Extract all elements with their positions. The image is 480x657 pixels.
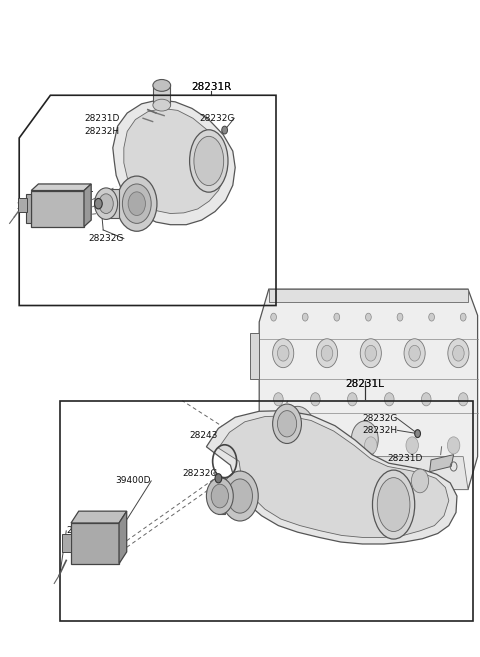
Circle shape (122, 184, 151, 223)
Circle shape (421, 393, 431, 406)
Circle shape (448, 339, 469, 368)
Circle shape (397, 313, 403, 321)
Text: 28232H: 28232H (84, 127, 119, 136)
Circle shape (411, 469, 429, 493)
Circle shape (302, 313, 308, 321)
Text: 39400D: 39400D (115, 476, 151, 486)
Circle shape (321, 346, 333, 361)
Circle shape (273, 404, 301, 443)
Circle shape (277, 346, 289, 361)
Circle shape (460, 313, 466, 321)
Text: 28231L: 28231L (346, 379, 384, 390)
Circle shape (128, 192, 145, 215)
Polygon shape (71, 511, 127, 523)
Polygon shape (218, 416, 449, 537)
Circle shape (274, 393, 283, 406)
Circle shape (323, 437, 336, 454)
Circle shape (282, 437, 294, 454)
Polygon shape (106, 189, 119, 218)
Circle shape (348, 393, 357, 406)
Circle shape (117, 176, 157, 231)
Polygon shape (206, 411, 457, 544)
Polygon shape (259, 289, 478, 489)
Circle shape (447, 437, 460, 454)
Text: 28231R: 28231R (191, 81, 231, 92)
Text: 39400D: 39400D (55, 186, 91, 195)
Circle shape (281, 406, 314, 452)
Circle shape (415, 430, 420, 438)
Polygon shape (62, 534, 71, 552)
Circle shape (206, 478, 233, 514)
Circle shape (311, 393, 320, 406)
Polygon shape (31, 191, 84, 227)
Polygon shape (31, 184, 91, 191)
Text: 28231D: 28231D (388, 454, 423, 463)
Text: 28232G: 28232G (362, 414, 398, 423)
Ellipse shape (153, 99, 171, 111)
Polygon shape (250, 333, 259, 379)
Circle shape (287, 415, 308, 444)
Polygon shape (153, 85, 170, 105)
Ellipse shape (194, 137, 224, 185)
Polygon shape (113, 100, 235, 225)
Ellipse shape (153, 79, 171, 91)
Ellipse shape (372, 470, 415, 539)
Polygon shape (26, 194, 31, 223)
Circle shape (409, 346, 420, 361)
Ellipse shape (190, 129, 228, 192)
Text: 28232G: 28232G (199, 114, 235, 123)
Circle shape (458, 393, 468, 406)
Circle shape (404, 339, 425, 368)
Circle shape (366, 313, 372, 321)
Polygon shape (84, 184, 91, 227)
Circle shape (384, 393, 394, 406)
Polygon shape (430, 455, 454, 472)
Text: 28231F: 28231F (17, 202, 50, 212)
Polygon shape (269, 289, 468, 302)
Text: 28232H: 28232H (362, 426, 397, 436)
Circle shape (222, 126, 228, 134)
Text: 28243: 28243 (190, 431, 218, 440)
Text: 28232G: 28232G (182, 468, 218, 478)
Circle shape (429, 313, 434, 321)
Circle shape (277, 411, 297, 437)
Text: 28231R: 28231R (191, 81, 231, 92)
Circle shape (95, 198, 102, 209)
Polygon shape (269, 457, 468, 489)
Circle shape (360, 339, 381, 368)
Circle shape (334, 313, 340, 321)
Circle shape (453, 346, 464, 361)
Circle shape (271, 313, 276, 321)
Circle shape (316, 339, 337, 368)
Circle shape (215, 474, 222, 483)
Text: 28231D: 28231D (84, 114, 120, 123)
Circle shape (365, 346, 376, 361)
Circle shape (95, 188, 118, 219)
Circle shape (211, 484, 228, 508)
Polygon shape (18, 198, 27, 212)
Circle shape (273, 339, 294, 368)
Polygon shape (71, 523, 119, 564)
Circle shape (406, 437, 419, 454)
Circle shape (222, 471, 258, 521)
Polygon shape (119, 511, 127, 564)
Circle shape (364, 437, 377, 454)
Circle shape (99, 194, 113, 214)
Polygon shape (124, 108, 225, 214)
Text: 28231L: 28231L (346, 379, 384, 390)
Ellipse shape (377, 478, 410, 532)
Circle shape (351, 421, 378, 458)
Text: 28232G: 28232G (89, 234, 124, 243)
Polygon shape (218, 478, 225, 514)
Circle shape (228, 479, 252, 513)
Text: 28231F: 28231F (66, 526, 100, 535)
